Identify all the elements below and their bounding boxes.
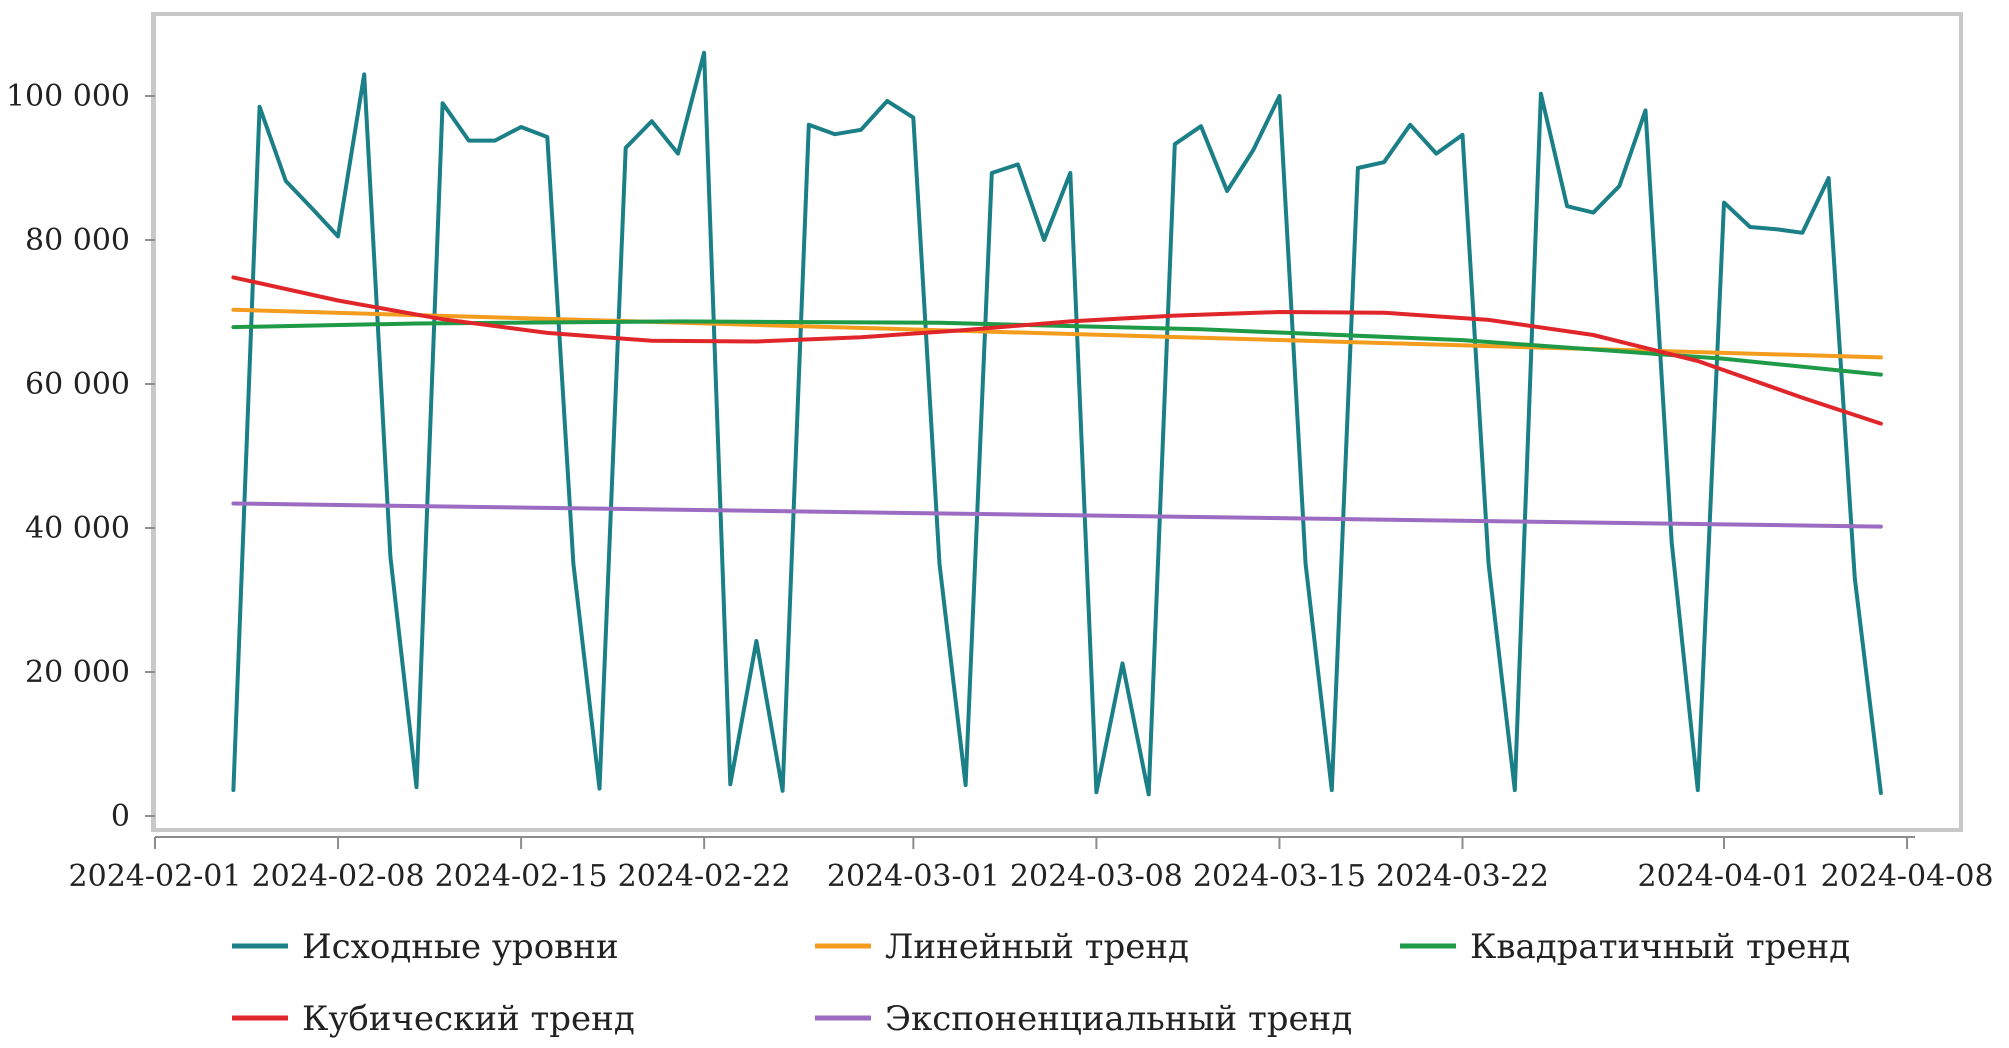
x-axis-ticks: 2024-02-01 2024-02-08 2024-02-15 2024-02-22… <box>69 837 1994 894</box>
legend-label: Экспоненциальный тренд <box>885 999 1352 1039</box>
legend: Исходные уровни Линейный тренд Квадратичны… <box>232 927 1850 1039</box>
y-tick-label: 20 000 <box>25 655 130 690</box>
y-tick-label: 40 000 <box>25 511 130 546</box>
x-tick-label: 2024-03-08 <box>1010 859 1183 894</box>
legend-label: Линейный тренд <box>885 927 1189 967</box>
series-line-1 <box>231 50 1883 797</box>
legend-label: Кубический тренд <box>302 999 635 1039</box>
series-line-2 <box>231 307 1883 360</box>
legend-label: Исходные уровни <box>302 927 619 967</box>
x-tick-label: 2024-04-08 <box>1821 859 1994 894</box>
series-line-3 <box>231 319 1883 377</box>
x-tick-label: 2024-03-15 <box>1193 859 1366 894</box>
legend-label: Квадратичный тренд <box>1470 927 1850 967</box>
x-tick-label: 2024-03-01 <box>827 859 1000 894</box>
y-tick-label: 100 000 <box>6 79 130 114</box>
y-tick-label: 60 000 <box>25 367 130 402</box>
x-tick-label: 2024-02-22 <box>618 859 791 894</box>
plot-border <box>151 12 1963 832</box>
y-tick-label: 0 <box>111 799 130 834</box>
x-tick-label: 2024-02-01 <box>69 859 242 894</box>
x-tick-label: 2024-04-01 <box>1638 859 1811 894</box>
series-line-4 <box>231 275 1883 426</box>
y-axis-ticks: 0 20 000 40 000 60 000 80 000 100 000 <box>6 79 155 834</box>
x-tick-label: 2024-02-08 <box>252 859 425 894</box>
x-tick-label: 2024-03-22 <box>1376 859 1549 894</box>
series-lines <box>231 50 1883 797</box>
x-tick-label: 2024-02-15 <box>435 859 608 894</box>
y-tick-label: 80 000 <box>25 223 130 258</box>
series-line-5 <box>231 501 1883 529</box>
